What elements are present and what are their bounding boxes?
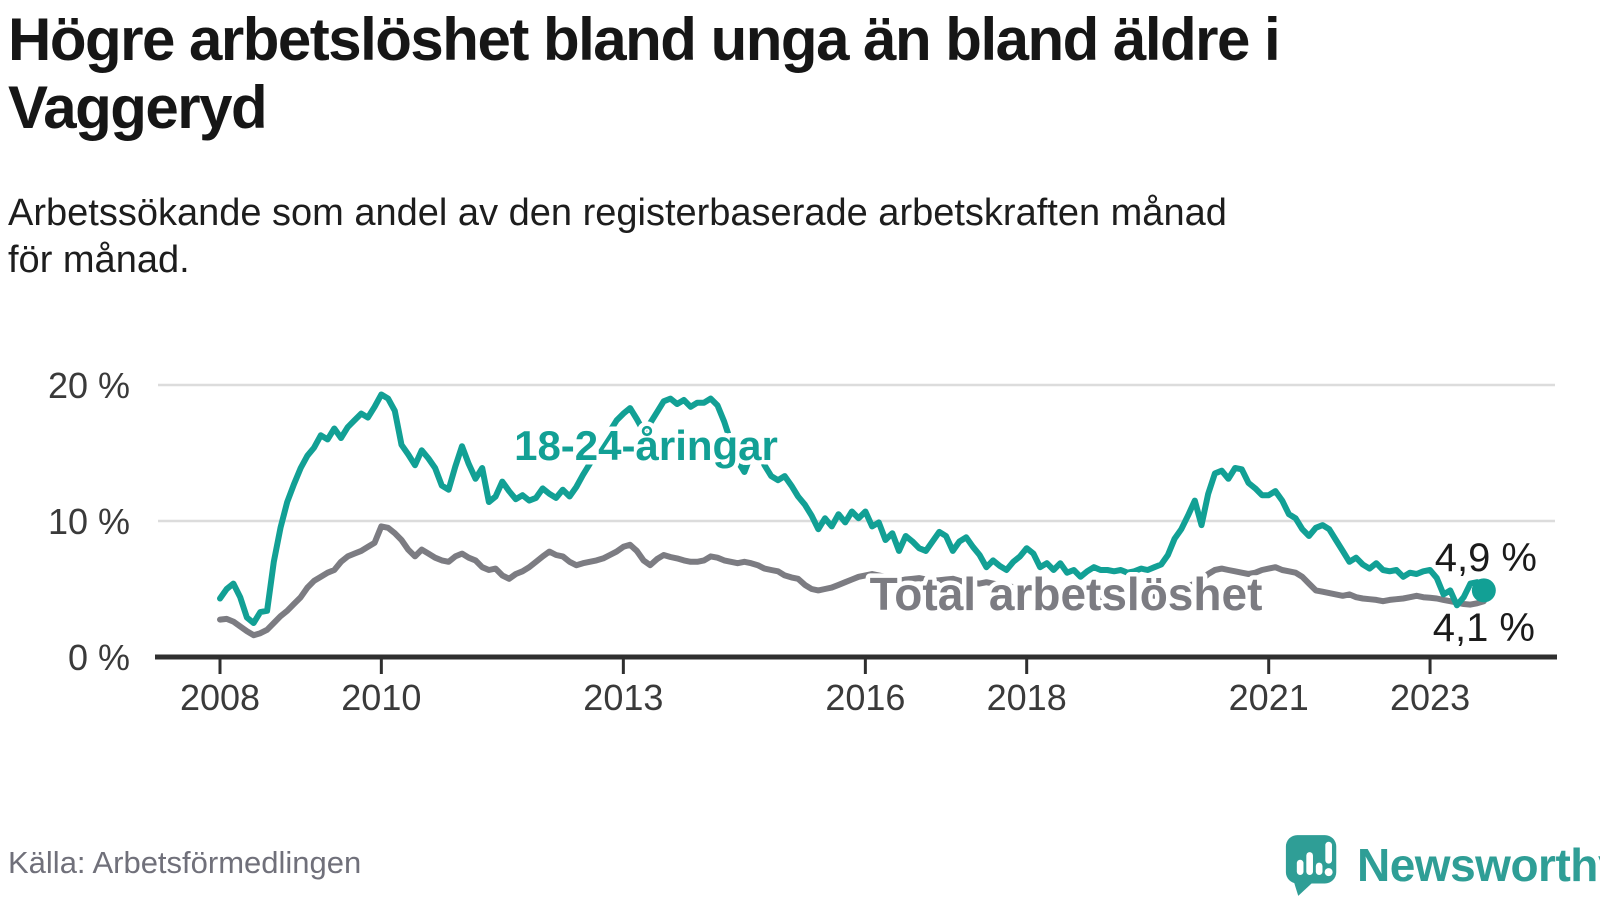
x-axis-label-2008: 2008 [180, 677, 260, 718]
x-axis-label-2021: 2021 [1229, 677, 1309, 718]
page-subtitle: Arbetssökande som andel av den registerb… [8, 190, 1488, 284]
y-axis-label-0: 0 % [68, 637, 130, 678]
y-axis-label-10: 10 % [48, 501, 130, 542]
last-point-dot-youth [1471, 578, 1496, 603]
x-axis-label-2023: 2023 [1390, 677, 1470, 718]
page-subtitle-line-1: Arbetssökande som andel av den registerb… [8, 192, 1227, 234]
newsworthy-brand: Newsworthy [1284, 833, 1600, 897]
end-value-label-youth: 4,9 % [1435, 536, 1537, 580]
page-title: Högre arbetslöshet bland unga än bland ä… [8, 6, 1578, 142]
series-label-youth: 18-24-åringar [514, 422, 778, 469]
page-title-line-2: Vaggeryd [8, 73, 268, 141]
end-value-label-total: 4,1 % [1433, 606, 1535, 650]
source-note: Källa: Arbetsförmedlingen [8, 845, 362, 880]
page-subtitle-line-2: för månad. [8, 239, 190, 282]
x-axis-label-2013: 2013 [583, 677, 663, 718]
series-label-total: Total arbetslöshet [870, 568, 1263, 620]
x-axis-label-2018: 2018 [987, 677, 1067, 718]
series-line-youth [217, 391, 1487, 626]
page-title-line-1: Högre arbetslöshet bland unga än bland ä… [8, 6, 1281, 73]
newsworthy-wordmark: Newsworthy [1357, 839, 1600, 891]
series-line-total [217, 523, 1487, 639]
newsworthy-logo-icon [1285, 835, 1337, 896]
x-axis-label-2010: 2010 [341, 677, 421, 718]
x-axis-label-2016: 2016 [825, 677, 905, 718]
y-axis-label-20: 20 % [48, 365, 130, 406]
